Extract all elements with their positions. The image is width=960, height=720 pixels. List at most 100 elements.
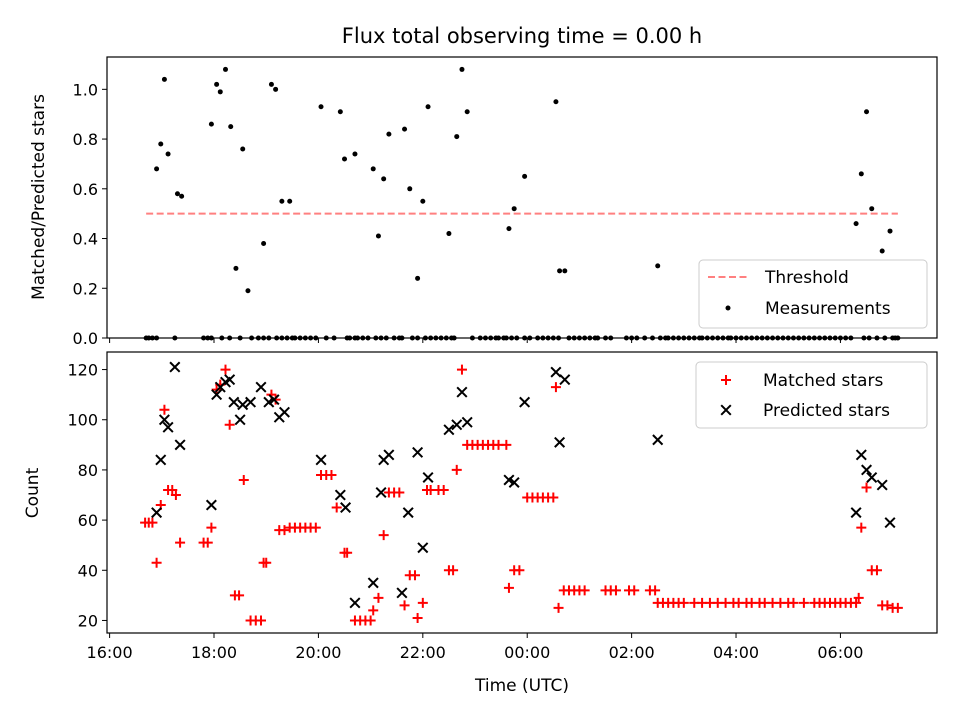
top-plot: 0.0 0.2 0.4 0.6 0.8 1.0 Threshold Measurements	[73, 56, 938, 348]
measurement-point	[422, 335, 428, 341]
measurement-point	[655, 263, 661, 269]
measurement-point	[365, 335, 371, 341]
matched-star-point	[224, 419, 235, 430]
measurement-point	[506, 226, 512, 232]
measurement-point	[704, 335, 710, 341]
predicted-star-point	[456, 386, 468, 398]
measurement-point	[323, 335, 329, 341]
matched-star-point	[553, 602, 564, 613]
matched-star-point	[151, 557, 162, 568]
matched-star-point	[451, 464, 462, 475]
measurement-point	[337, 109, 343, 115]
matched-star-point	[629, 585, 640, 596]
measurement-point	[806, 335, 812, 341]
top-plot-frame	[106, 56, 938, 339]
matched-star-point	[175, 537, 186, 548]
measurement-point	[268, 81, 274, 87]
measurement-point	[261, 335, 267, 341]
measurement-point	[214, 81, 220, 87]
measurement-point	[874, 335, 880, 341]
measurement-point	[710, 335, 716, 341]
measurement-point	[811, 335, 817, 341]
measurement-point	[623, 335, 629, 341]
measurement-point	[433, 335, 439, 341]
legend-measurement-label: Measurements	[765, 299, 891, 319]
measurement-point	[650, 335, 656, 341]
predicted-star-point	[884, 517, 896, 529]
measurement-point	[443, 335, 449, 341]
measurement-point	[827, 335, 833, 341]
matched-star-point	[255, 615, 266, 626]
measurement-point	[869, 206, 875, 212]
measurement-point	[249, 335, 255, 341]
predicted-star-point	[237, 399, 249, 411]
predicted-star-point	[245, 396, 257, 408]
predicted-star-point	[855, 449, 867, 461]
measurement-point	[355, 335, 361, 341]
measurement-point	[728, 335, 734, 341]
measurement-point	[527, 335, 533, 341]
measurement-point	[562, 268, 568, 274]
measurement-point	[208, 335, 214, 341]
bottom-legend: Matched stars Predicted stars	[695, 361, 928, 429]
measurement-point	[691, 335, 697, 341]
measurement-point	[670, 335, 676, 341]
top-y-tick-label: 0.2	[73, 279, 98, 298]
measurement-point	[245, 288, 251, 294]
bottom-x-axis-label: Time (UTC)	[474, 676, 569, 696]
legend-threshold-label: Threshold	[764, 268, 849, 288]
measurement-point	[699, 335, 705, 341]
measurement-point	[370, 166, 376, 172]
measurement-point	[391, 335, 397, 341]
measurement-point	[219, 335, 225, 341]
predicted-star-point	[451, 419, 463, 431]
predicted-star-point	[876, 479, 888, 491]
measurement-point	[770, 335, 776, 341]
bottom-y-tick-label: 120	[67, 361, 98, 380]
measurement-point	[292, 335, 298, 341]
top-legend: Threshold Measurements	[698, 259, 928, 329]
measurement-point	[454, 134, 460, 140]
measurement-point	[255, 335, 261, 341]
measurement-point	[342, 156, 348, 162]
predicted-star-point	[162, 421, 174, 433]
measurement-point	[566, 335, 572, 341]
measurement-point	[790, 335, 796, 341]
predicted-star-point	[211, 389, 223, 401]
matched-star-point	[861, 482, 872, 493]
measurement-point	[603, 335, 609, 341]
measurement-point	[749, 335, 755, 341]
predicted-star-point	[422, 471, 434, 483]
measurement-point	[634, 335, 640, 341]
matched-star-point	[871, 565, 882, 576]
measurement-point	[642, 335, 648, 341]
matched-star-point	[417, 597, 428, 608]
measurement-point	[550, 335, 556, 341]
predicted-star-point	[174, 439, 186, 451]
measurement-point	[360, 335, 366, 341]
legend-measurement-swatch	[725, 305, 731, 311]
matched-star-point	[147, 517, 158, 528]
measurement-point	[446, 231, 452, 237]
matched-star-point	[550, 382, 561, 393]
predicted-star-point	[228, 396, 240, 408]
predicted-star-point	[412, 446, 424, 458]
bottom-x-tick-label: 00:00	[504, 643, 550, 662]
measurement-point	[676, 335, 682, 341]
measurement-point	[284, 335, 290, 341]
top-y-axis-label: Matched/Predicted stars	[29, 94, 49, 300]
measurement-point	[545, 335, 551, 341]
predicted-star-point	[519, 396, 531, 408]
matched-star-point	[399, 600, 410, 611]
measurement-point	[743, 335, 749, 341]
matched-star-point	[448, 565, 459, 576]
measurement-point	[154, 166, 160, 172]
measurement-point	[832, 335, 838, 341]
measurement-point	[861, 335, 867, 341]
measurement-point	[608, 335, 614, 341]
measurement-point	[279, 335, 285, 341]
measurement-point	[511, 206, 517, 212]
measurement-point	[375, 233, 381, 239]
predicted-star-point	[205, 499, 217, 511]
